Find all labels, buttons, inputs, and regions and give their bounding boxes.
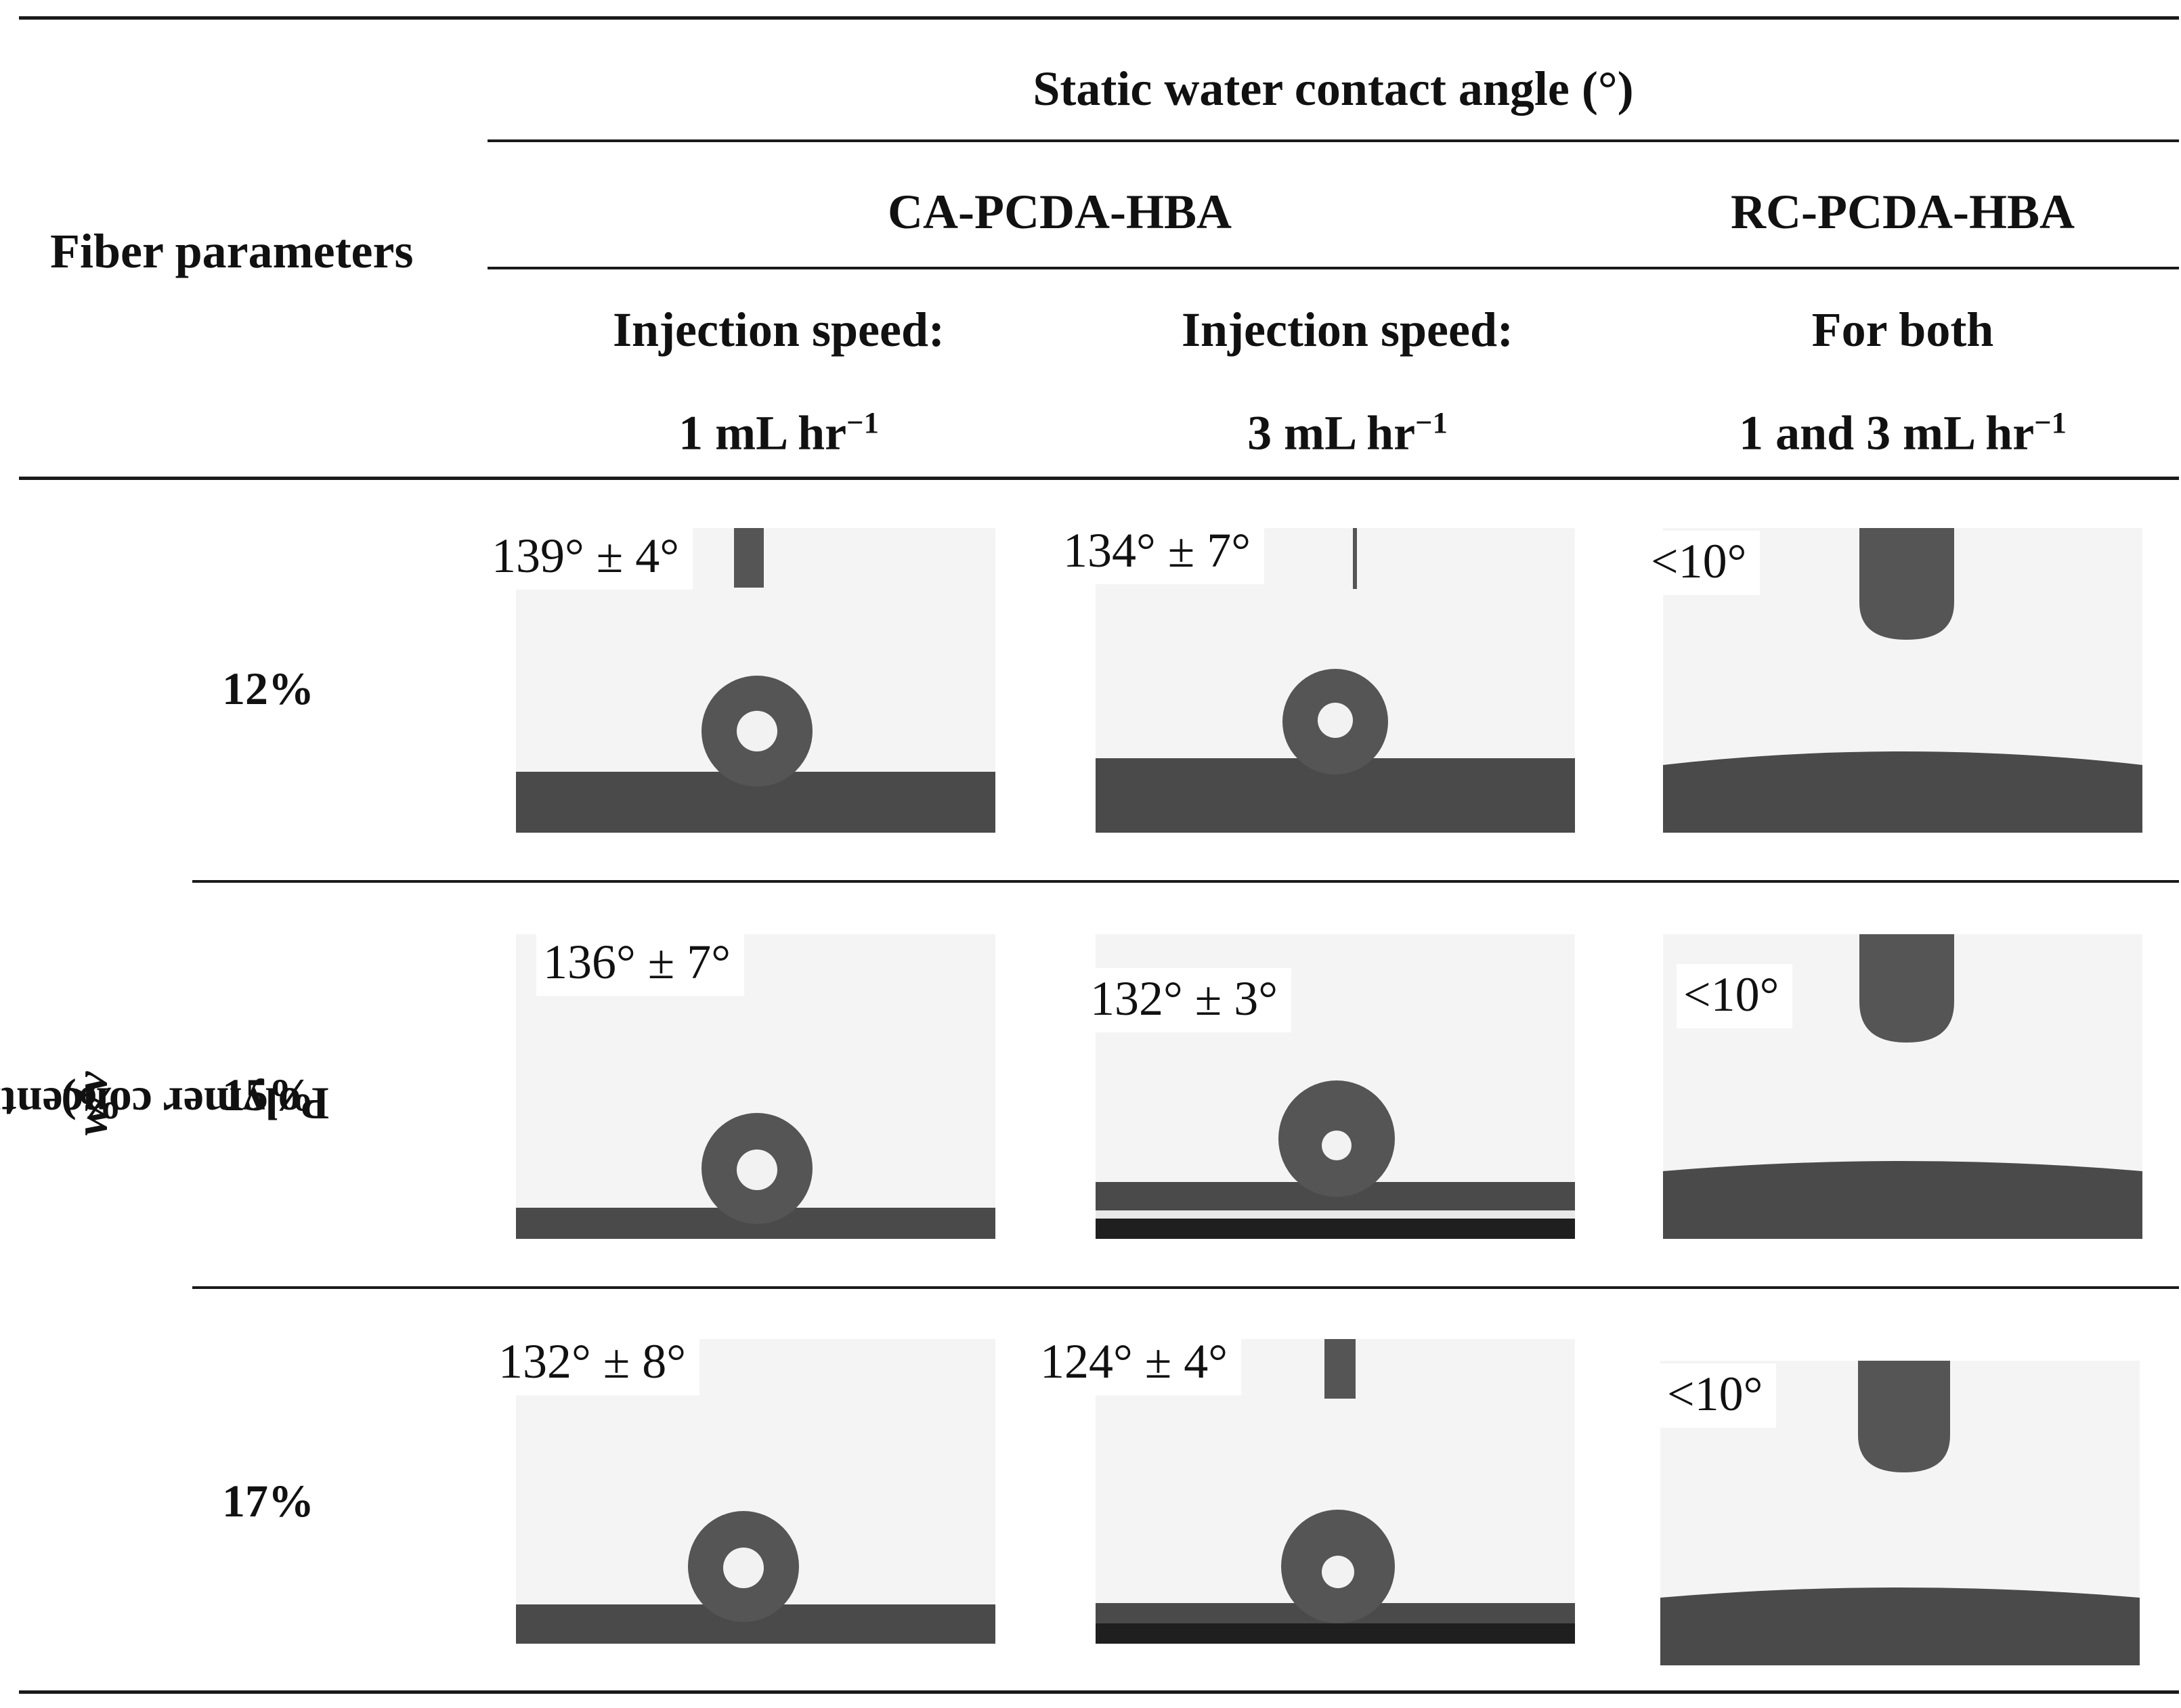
- row-label-15: 15%: [222, 1069, 314, 1120]
- droplet-image-12-1ml: [516, 528, 995, 833]
- droplet-image-17-3ml: [1096, 1339, 1575, 1644]
- angle-label-12-rc: <10°: [1644, 531, 1761, 595]
- row-label-12: 12%: [222, 663, 314, 714]
- angle-label-15-1ml: 136° ± 7°: [536, 932, 745, 996]
- angle-label-17-rc: <10°: [1660, 1363, 1777, 1428]
- corner-header: Fiber parameters: [50, 224, 414, 278]
- droplet-image-12-3ml: [1096, 528, 1575, 833]
- angle-label-15-3ml: 132° ± 3°: [1083, 968, 1292, 1032]
- droplet-image-15-3ml: [1096, 934, 1575, 1239]
- col2-header-line1: Injection speed:: [1182, 303, 1513, 357]
- col1-header-line1: Injection speed:: [613, 303, 945, 357]
- bottom-rule: [19, 1690, 2179, 1694]
- angle-label-12-3ml: 134° ± 7°: [1056, 520, 1265, 584]
- material-header-rc: RC-PCDA-HBA: [1731, 185, 2075, 239]
- col3-header-line2: 1 and 3 mL hr−1: [1739, 406, 2067, 460]
- col2-header-line2: 3 mL hr−1: [1247, 406, 1448, 460]
- angle-label-15-rc: <10°: [1677, 964, 1793, 1028]
- header-bottom-rule: [19, 477, 2179, 480]
- material-header-ca: CA-PCDA-HBA: [888, 185, 1232, 239]
- droplet-image-12-rc: [1663, 528, 2142, 833]
- row-label-17: 17%: [222, 1475, 314, 1527]
- row-rule-1: [192, 880, 2179, 883]
- row-rule-2: [192, 1286, 2179, 1289]
- angle-label-12-1ml: 139° ± 4°: [485, 525, 693, 590]
- angle-label-17-1ml: 132° ± 8°: [492, 1331, 700, 1395]
- group-rule: [488, 139, 2179, 142]
- col3-header-line1: For both: [1811, 303, 1994, 357]
- droplet-image-17-rc: [1660, 1361, 2140, 1665]
- droplet-image-15-1ml: [516, 934, 995, 1239]
- material-rule: [488, 267, 2179, 269]
- angle-label-17-3ml: 124° ± 4°: [1033, 1331, 1242, 1395]
- group-header: Static water contact angle (°): [1033, 62, 1634, 116]
- top-rule: [19, 16, 2179, 20]
- col1-header-line2: 1 mL hr−1: [678, 406, 879, 460]
- row-axis-label: Polymer concentration (w/v %): [0, 1071, 329, 1136]
